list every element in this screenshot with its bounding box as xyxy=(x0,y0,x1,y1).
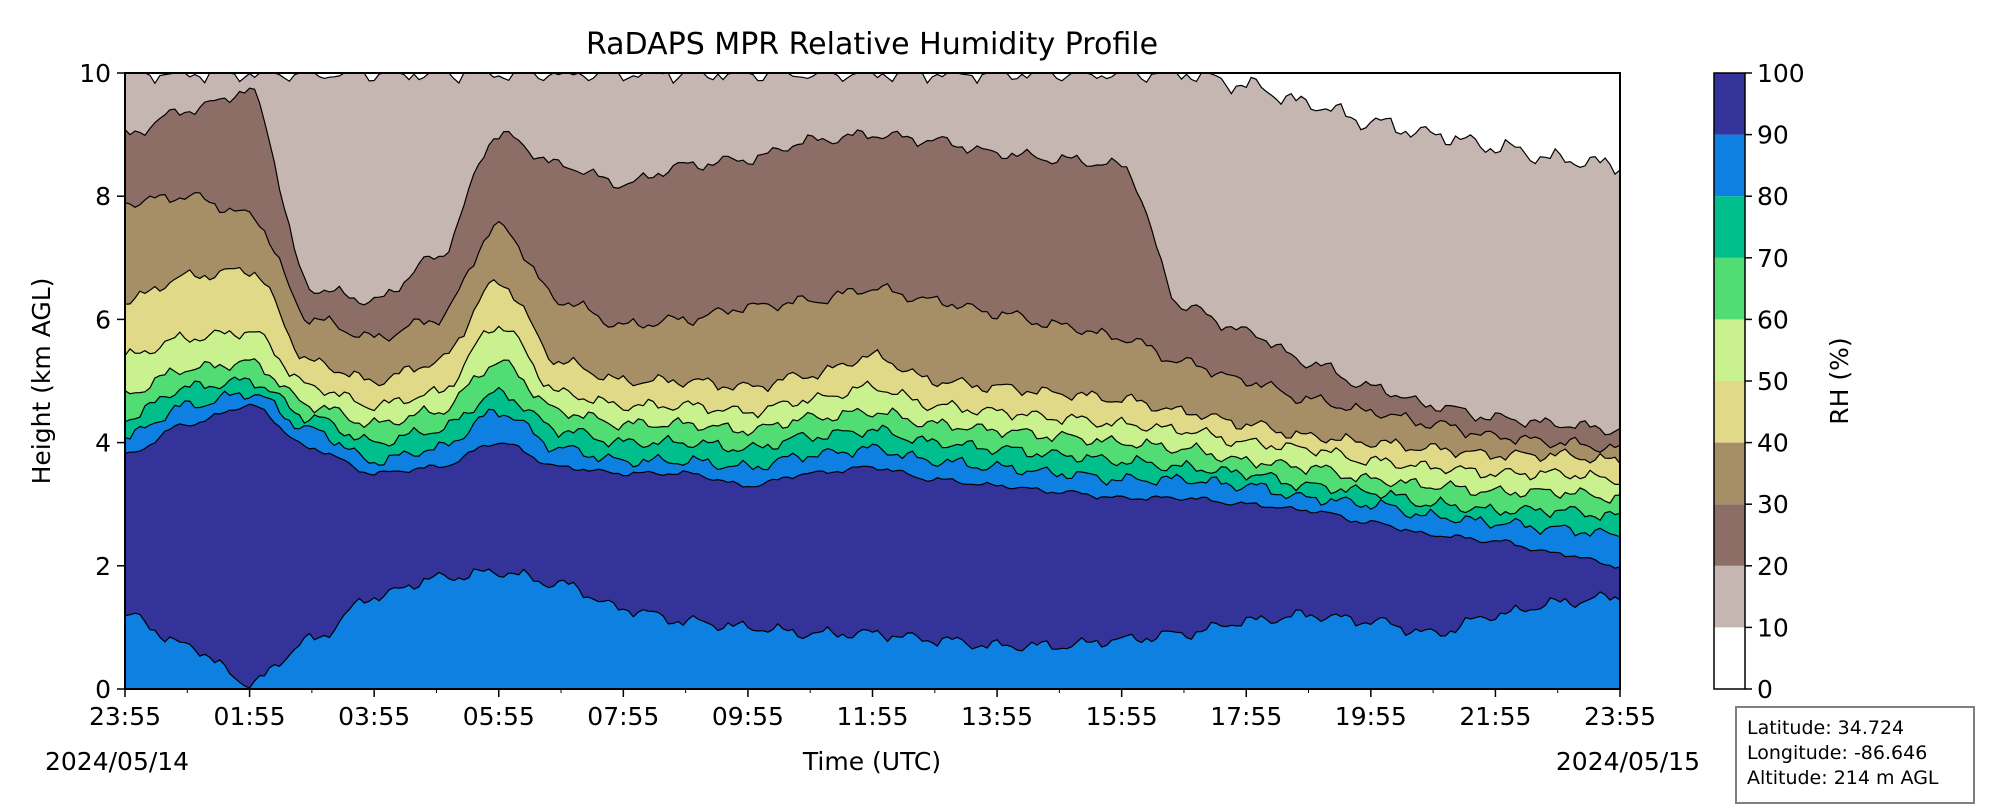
colorbar-swatch-50-60 xyxy=(1714,319,1745,381)
colorbar-swatch-30-40 xyxy=(1714,442,1745,505)
colorbar-tick-label: 100 xyxy=(1757,59,1805,88)
x-axis-label: Time (UTC) xyxy=(802,747,941,776)
colorbar-tick-label: 50 xyxy=(1757,367,1789,396)
chart-title: RaDAPS MPR Relative Humidity Profile xyxy=(586,27,1158,62)
y-tick-label: 2 xyxy=(95,552,111,581)
x-tick-label: 23:55 xyxy=(1584,702,1656,731)
rh-band-near-surface xyxy=(125,568,1620,689)
colorbar-tick-label: 60 xyxy=(1757,305,1789,334)
x-tick-label: 17:55 xyxy=(1210,702,1282,731)
end-date-label: 2024/05/15 xyxy=(1556,747,1700,776)
station-latitude: Latitude: 34.724 xyxy=(1747,717,1905,739)
colorbar-swatch-20-30 xyxy=(1714,504,1745,566)
colorbar-swatch-90-100 xyxy=(1714,73,1745,135)
station-altitude: Altitude: 214 m AGL xyxy=(1747,767,1939,789)
station-longitude: Longitude: -86.646 xyxy=(1747,742,1928,764)
colorbar-label: RH (%) xyxy=(1825,337,1854,424)
y-tick-label: 10 xyxy=(79,59,111,88)
x-tick-label: 01:55 xyxy=(214,702,286,731)
y-tick-label: 8 xyxy=(95,182,111,211)
x-axis: 23:55 01:55 03:55 05:55 07:55 09:55 11:55 13:55… xyxy=(89,689,1656,731)
colorbar-swatch-0-10 xyxy=(1714,627,1745,689)
x-tick-label: 19:55 xyxy=(1335,702,1407,731)
y-tick-label: 0 xyxy=(95,675,111,704)
colorbar-swatch-10-20 xyxy=(1714,565,1745,628)
y-axis: 0 2 4 6 8 10 xyxy=(79,59,125,704)
colorbar-swatch-80-90 xyxy=(1714,134,1745,197)
x-tick-label: 13:55 xyxy=(961,702,1033,731)
start-date-label: 2024/05/14 xyxy=(45,747,189,776)
colorbar-tick-label: 40 xyxy=(1757,429,1789,458)
colorbar-tick-label: 70 xyxy=(1757,244,1789,273)
x-tick-label: 23:55 xyxy=(89,702,161,731)
y-tick-label: 6 xyxy=(95,305,111,334)
y-tick-label: 4 xyxy=(95,429,111,458)
colorbar-swatch-70-80 xyxy=(1714,196,1745,258)
colorbar-tick-label: 0 xyxy=(1757,675,1773,704)
colorbar: 0 10 20 30 40 50 60 70 80 90 100 xyxy=(1713,59,1805,704)
x-tick-label: 03:55 xyxy=(338,702,410,731)
x-tick-label: 21:55 xyxy=(1459,702,1531,731)
x-tick-label: 05:55 xyxy=(463,702,535,731)
colorbar-swatch-60-70 xyxy=(1714,257,1745,320)
x-tick-label: 15:55 xyxy=(1086,702,1158,731)
station-info-box: Latitude: 34.724 Longitude: -86.646 Alti… xyxy=(1735,706,1975,804)
colorbar-tick-label: 80 xyxy=(1757,182,1789,211)
x-tick-label: 09:55 xyxy=(712,702,784,731)
colorbar-tick-label: 20 xyxy=(1757,552,1789,581)
plot-area xyxy=(125,73,1620,689)
colorbar-swatch-40-50 xyxy=(1714,381,1745,443)
colorbar-tick-label: 90 xyxy=(1757,121,1789,150)
x-tick-label: 11:55 xyxy=(836,702,908,731)
colorbar-tick-label: 10 xyxy=(1757,613,1789,642)
y-axis-label: Height (km AGL) xyxy=(27,278,56,485)
colorbar-tick-label: 30 xyxy=(1757,490,1789,519)
x-tick-label: 07:55 xyxy=(587,702,659,731)
